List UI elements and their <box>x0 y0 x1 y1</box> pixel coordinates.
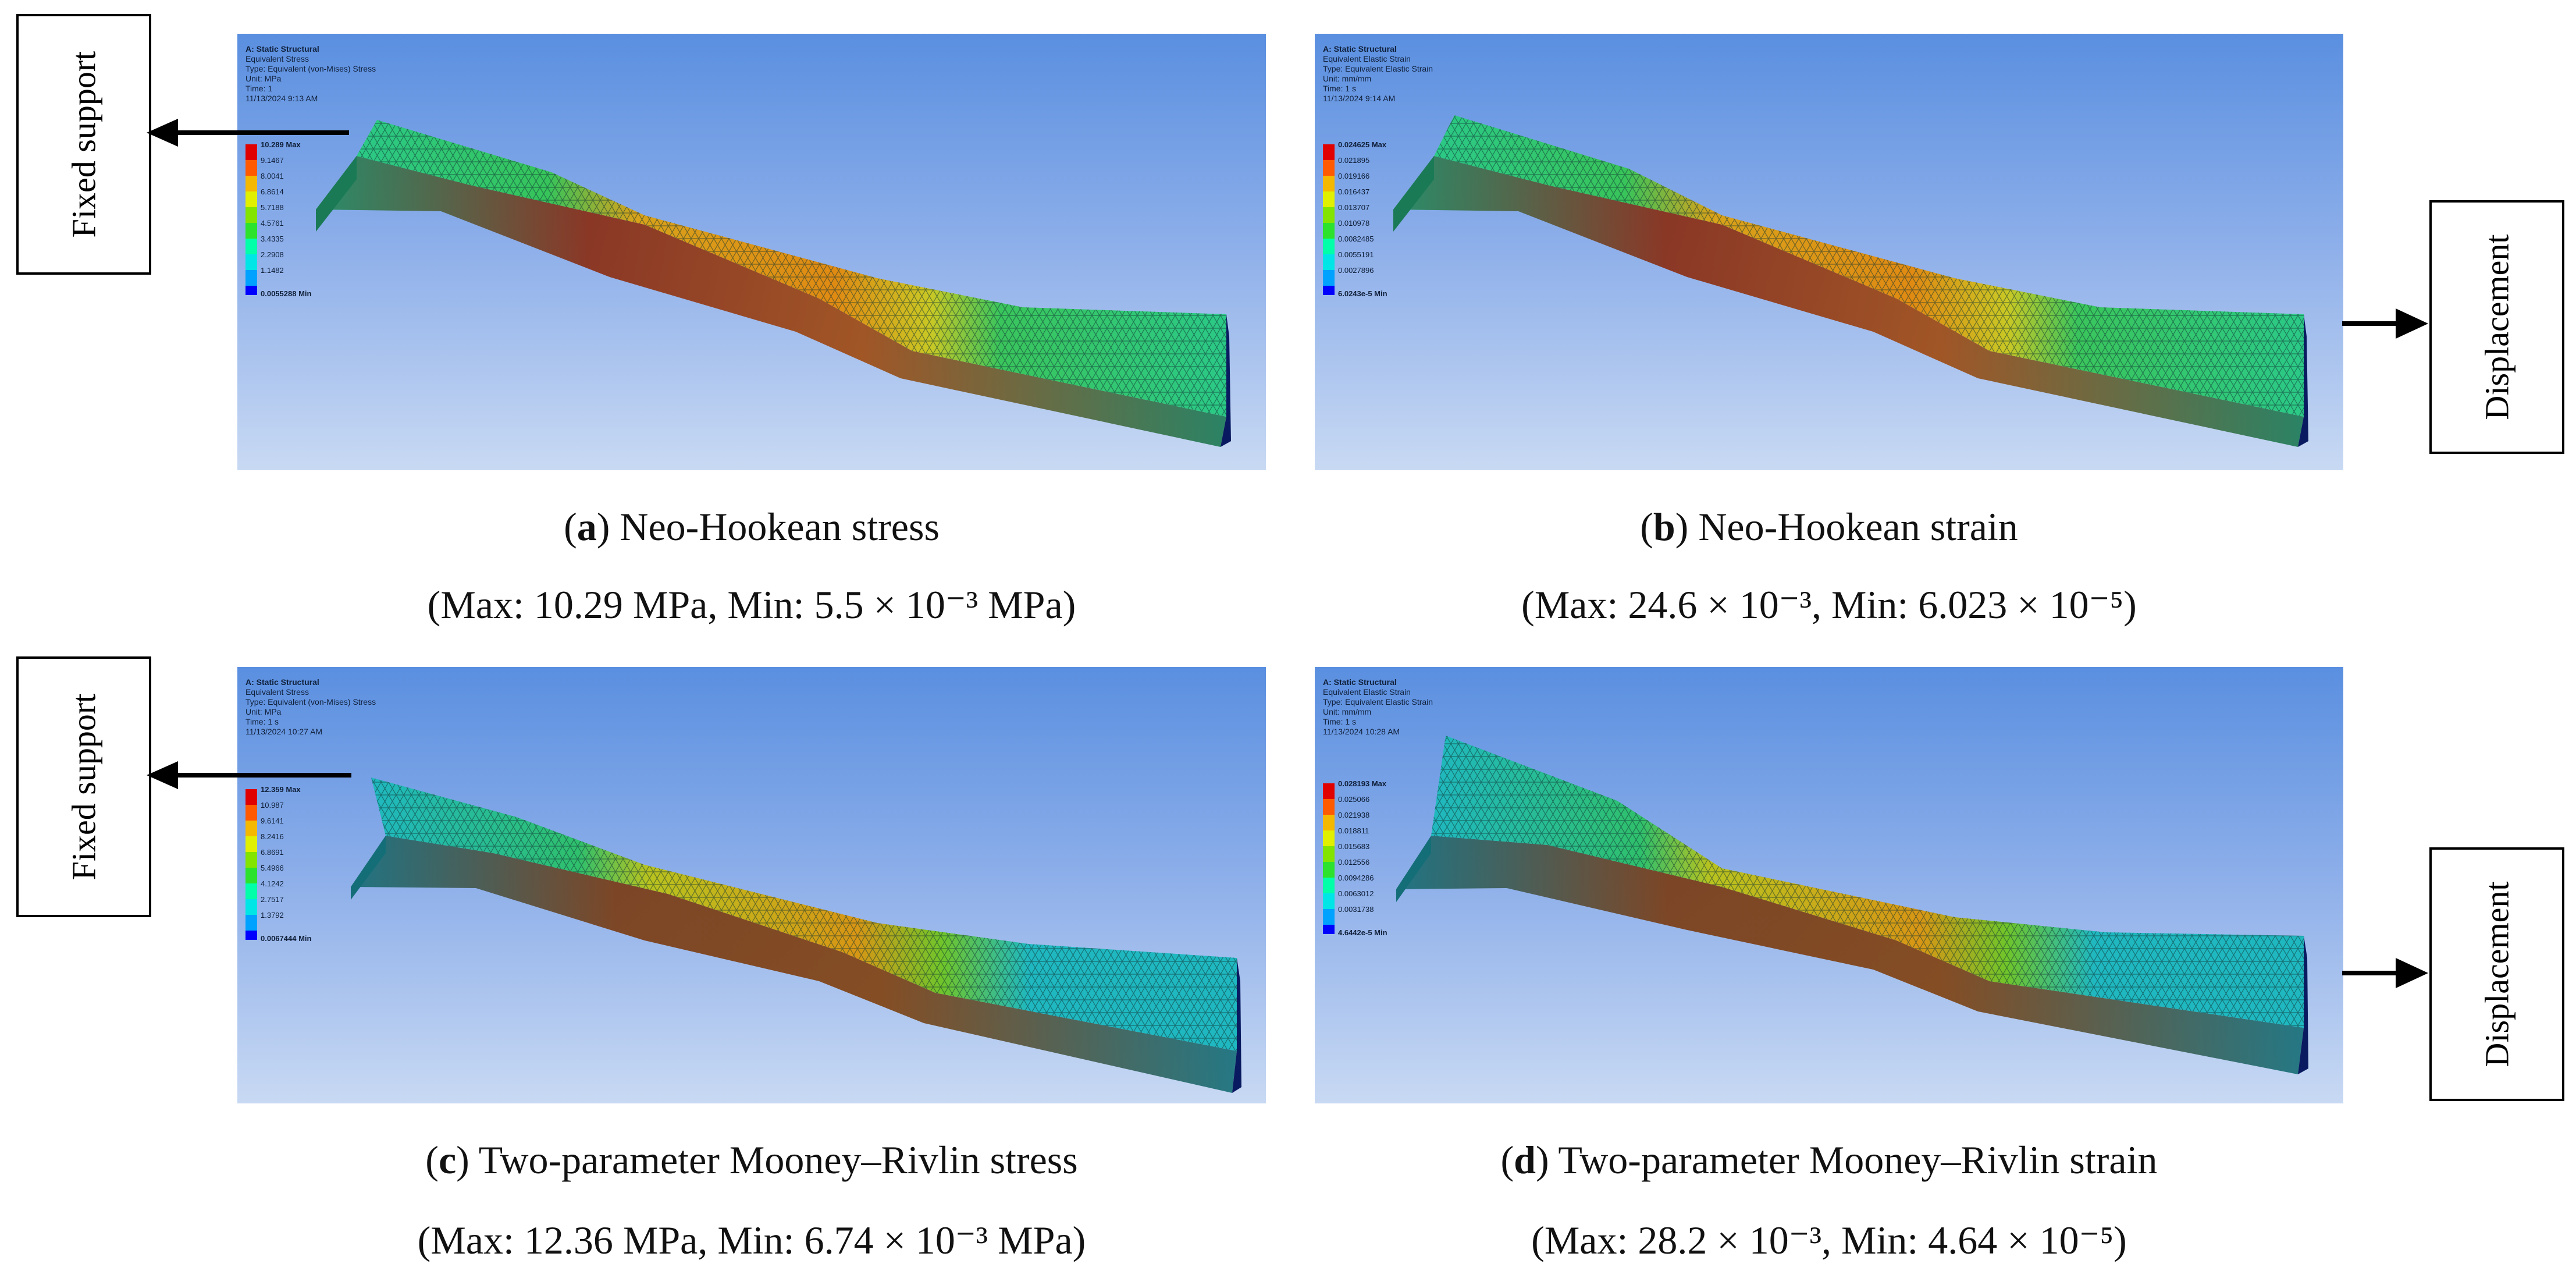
arrow-fixed-support-top <box>147 119 349 147</box>
fixed-support-box-bottom: Fixed support <box>16 656 151 917</box>
arrow-displacement-top <box>2342 308 2428 339</box>
result-header-c: A: Static Structural Equivalent Stress T… <box>245 677 376 736</box>
arrow-fixed-support-bottom <box>147 761 351 789</box>
displacement-box-top: Displacement <box>2429 200 2564 454</box>
specimen-mesh-d <box>1396 736 2308 1074</box>
panel-d-mooney-rivlin-strain: A: Static Structural Equivalent Elastic … <box>1315 667 2343 1103</box>
caption-a: (a) Neo-Hookean stress <box>564 505 940 549</box>
range-d: (Max: 28.2 × 10⁻³, Min: 4.64 × 10⁻⁵) <box>1531 1218 2127 1262</box>
panel-c-mooney-rivlin-stress: A: Static Structural Equivalent Stress T… <box>237 667 1266 1103</box>
caption-b: (b) Neo-Hookean strain <box>1640 505 2018 549</box>
result-header-d: A: Static Structural Equivalent Elastic … <box>1323 677 1433 736</box>
range-c: (Max: 12.36 MPa, Min: 6.74 × 10⁻³ MPa) <box>417 1218 1086 1262</box>
caption-d: (d) Two-parameter Mooney–Rivlin strain <box>1500 1138 2158 1182</box>
result-header-a: A: Static Structural Equivalent Stress T… <box>245 44 376 103</box>
result-header-b: A: Static Structural Equivalent Elastic … <box>1323 44 1433 103</box>
panel-b-neo-hookean-strain: A: Static Structural Equivalent Elastic … <box>1315 34 2343 470</box>
specimen-mesh-c <box>351 778 1241 1093</box>
arrow-displacement-bottom <box>2342 958 2428 988</box>
range-b: (Max: 24.6 × 10⁻³, Min: 6.023 × 10⁻⁵) <box>1521 583 2137 627</box>
caption-c: (c) Two-parameter Mooney–Rivlin stress <box>425 1138 1078 1182</box>
fixed-support-box-top: Fixed support <box>16 14 151 275</box>
specimen-mesh-b <box>1393 115 2308 447</box>
displacement-box-bottom: Displacement <box>2429 847 2564 1101</box>
panel-a-neo-hookean-stress: A: Static Structural Equivalent Stress T… <box>237 34 1266 470</box>
specimen-mesh-a <box>316 120 1231 447</box>
range-a: (Max: 10.29 MPa, Min: 5.5 × 10⁻³ MPa) <box>427 583 1076 627</box>
